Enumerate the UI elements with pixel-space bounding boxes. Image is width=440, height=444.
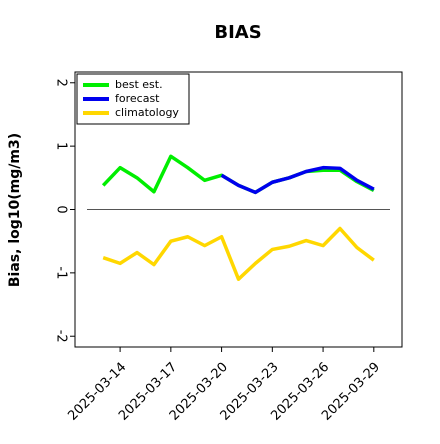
y-tick-label: -2 — [54, 330, 69, 343]
legend-label: best est. — [115, 78, 163, 91]
y-axis-label: Bias, log10(mg/m3) — [7, 133, 23, 287]
y-tick-label: 2 — [54, 79, 69, 87]
series-line — [220, 165, 375, 195]
y-tick-label: 0 — [54, 205, 69, 213]
series-line — [102, 226, 375, 281]
chart-title: BIAS — [214, 22, 261, 43]
y-tick-label: 1 — [54, 142, 69, 150]
legend-label: forecast — [115, 92, 160, 105]
y-tick-label: -1 — [54, 266, 69, 279]
legend-label: climatology — [115, 106, 179, 119]
